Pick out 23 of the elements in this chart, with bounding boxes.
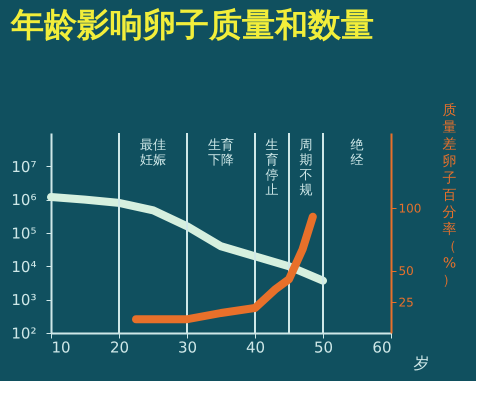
- x-tick-label: 30: [178, 338, 198, 356]
- x-tick-label: 20: [110, 338, 130, 356]
- y-tick-label: 10⁵: [11, 224, 36, 242]
- ref-line-label: 周期不规: [300, 138, 312, 198]
- y-tick-label: 10⁶: [11, 191, 36, 210]
- ref-line-label: 最佳妊娠: [140, 138, 166, 168]
- x-tick-label: 50: [314, 338, 334, 356]
- ref-line-label: 生育下降: [208, 137, 234, 168]
- y-tick-label: 10⁷: [11, 158, 36, 176]
- y-tick-label: 10³: [11, 291, 36, 310]
- x-axis-title: 岁: [414, 354, 430, 372]
- x-tick-label: 40: [246, 338, 266, 356]
- x-tick-label: 10: [52, 338, 71, 356]
- text: 质量差卵子百分率（%）: [442, 102, 456, 288]
- y2-tick-label: 50: [398, 264, 414, 278]
- chart-title: 年龄影响卵子质量和数量: [10, 5, 374, 44]
- y-tick-label: 10⁴: [11, 258, 36, 276]
- ref-line-label: 绝经: [350, 138, 364, 168]
- y2-tick-label: 25: [398, 295, 414, 310]
- ref-line-label: 生育停止: [266, 138, 278, 198]
- x-tick-label: 60: [372, 338, 392, 356]
- y-tick-label: 10²: [11, 324, 36, 342]
- y2-tick-label: 100: [398, 202, 422, 216]
